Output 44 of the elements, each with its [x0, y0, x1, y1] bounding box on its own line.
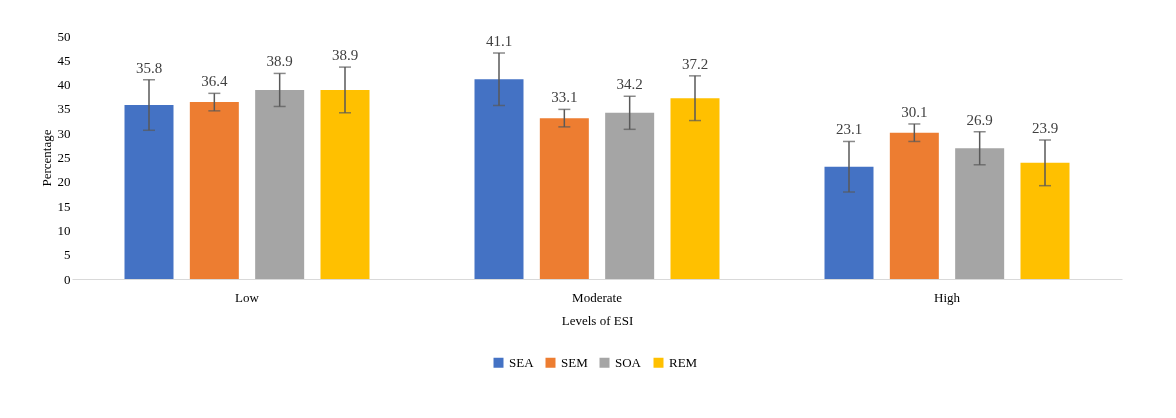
y-tick-label: 50 [57, 28, 71, 44]
x-axis-title: Levels of ESI [561, 312, 634, 328]
y-tick-label: 45 [57, 52, 71, 68]
data-label: 41.1 [485, 33, 513, 50]
x-tick-label: Low [235, 289, 260, 305]
y-axis-title: Percentage [38, 129, 54, 187]
data-label: 26.9 [966, 111, 993, 128]
legend-label: SOA [615, 354, 642, 370]
x-tick-label: High [934, 289, 961, 305]
data-label: 38.9 [331, 47, 359, 64]
y-tick-label: 10 [57, 222, 71, 238]
y-tick-label: 35 [57, 101, 71, 117]
data-label: 34.2 [616, 76, 643, 93]
bar [474, 79, 524, 279]
y-tick-label: 15 [57, 198, 71, 214]
y-tick-label: 25 [57, 150, 71, 165]
bar [605, 112, 655, 279]
y-tick-label: 20 [57, 174, 71, 190]
legend-label: REM [669, 354, 698, 370]
legend-label: SEM [561, 354, 589, 370]
bar [670, 98, 720, 279]
bar [1020, 162, 1070, 279]
bar [189, 102, 239, 279]
bar [539, 118, 589, 279]
y-tick-label: 5 [64, 247, 71, 263]
data-label: 23.1 [835, 121, 863, 138]
bar [124, 105, 174, 279]
y-tick-label: 0 [64, 271, 71, 287]
legend-label: SEA [509, 354, 535, 370]
bar [255, 89, 305, 279]
data-label: 33.1 [551, 89, 578, 106]
bar [824, 166, 874, 279]
data-label: 35.8 [135, 59, 163, 76]
data-label: 23.9 [1031, 120, 1059, 136]
data-label: 36.4 [201, 73, 228, 90]
bar [955, 148, 1005, 279]
bar [320, 89, 370, 279]
y-tick-label: 30 [57, 125, 71, 141]
y-tick-label: 40 [57, 77, 71, 93]
data-label: 30.1 [901, 103, 928, 120]
bar [889, 132, 939, 279]
data-label: 37.2 [681, 55, 709, 72]
data-label: 38.9 [266, 53, 293, 70]
x-tick-label: Moderate [572, 289, 623, 305]
